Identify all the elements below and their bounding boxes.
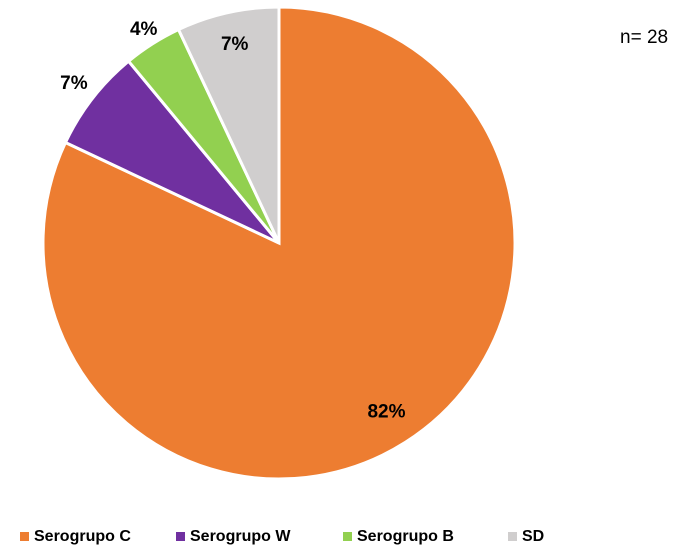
data-label: 4% (130, 19, 158, 40)
legend-swatch (343, 532, 352, 541)
legend-swatch (508, 532, 517, 541)
legend-swatch (176, 532, 185, 541)
legend-label: Serogrupo C (34, 528, 131, 545)
data-label: 82% (367, 401, 405, 422)
legend-label: Serogrupo W (190, 528, 291, 545)
data-label: 7% (60, 73, 88, 94)
data-label: 7% (221, 34, 249, 55)
annotation: n= 28 (620, 27, 668, 48)
pie-slice (63, 59, 281, 245)
pie-slice (176, 5, 281, 244)
legend-label: Serogrupo B (357, 528, 454, 545)
legend-swatch (20, 532, 29, 541)
legend-label: SD (522, 528, 544, 545)
